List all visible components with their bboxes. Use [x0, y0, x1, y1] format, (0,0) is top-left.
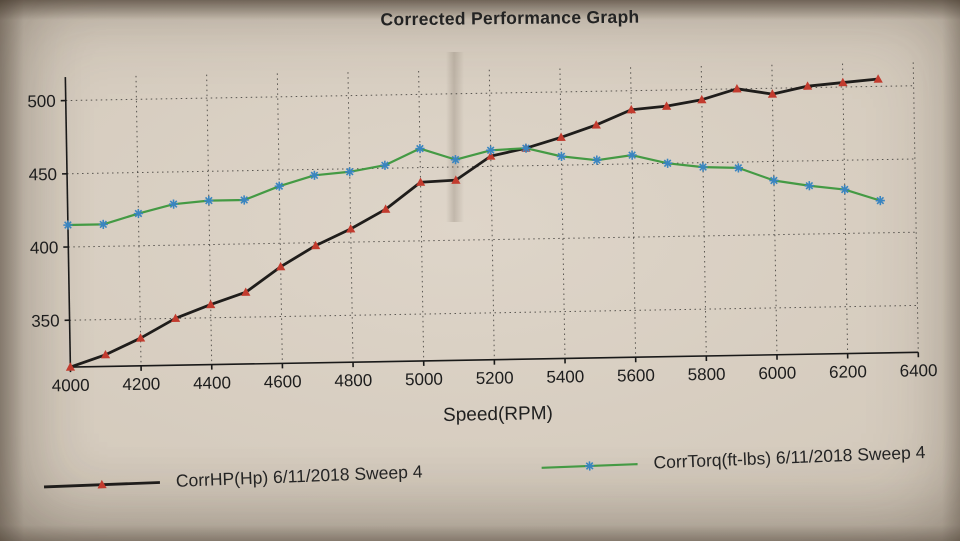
svg-text:5400: 5400 [546, 367, 584, 387]
performance-chart: 4000 4200 4400 4600 4800 5000 5200 5400 5600 5800… [7, 48, 943, 404]
svg-text:5800: 5800 [688, 365, 726, 385]
svg-text:4600: 4600 [264, 372, 302, 392]
legend-label-hp: CorrHP(Hp) 6/11/2018 Sweep 4 [175, 461, 423, 491]
svg-text:5000: 5000 [405, 370, 443, 390]
svg-text:400: 400 [30, 238, 59, 257]
svg-text:350: 350 [31, 311, 60, 330]
svg-text:5200: 5200 [476, 368, 514, 388]
svg-text:4000: 4000 [52, 376, 90, 396]
legend-item-hp: CorrHP(Hp) 6/11/2018 Sweep 4 [42, 461, 423, 497]
chart-plot-area: 4000 4200 4400 4600 4800 5000 5200 5400 5600 5800… [27, 62, 938, 396]
chart-title: Corrected Performance Graph [380, 6, 640, 30]
svg-text:6200: 6200 [829, 362, 867, 382]
svg-text:4200: 4200 [122, 375, 160, 395]
svg-text:500: 500 [27, 92, 56, 111]
svg-text:4800: 4800 [334, 371, 372, 391]
svg-text:450: 450 [29, 165, 58, 184]
hp-series-swatch [43, 479, 160, 488]
chart-legend: CorrHP(Hp) 6/11/2018 Sweep 4 CorrTorq(ft… [42, 442, 926, 497]
torque-series-swatch [541, 460, 638, 471]
svg-text:4400: 4400 [193, 373, 231, 393]
svg-text:5600: 5600 [617, 366, 655, 386]
svg-text:6000: 6000 [758, 363, 796, 383]
legend-label-torque: CorrTorq(ft-lbs) 6/11/2018 Sweep 4 [653, 442, 926, 473]
legend-item-torque: CorrTorq(ft-lbs) 6/11/2018 Sweep 4 [539, 442, 926, 478]
svg-text:6400: 6400 [900, 361, 938, 381]
